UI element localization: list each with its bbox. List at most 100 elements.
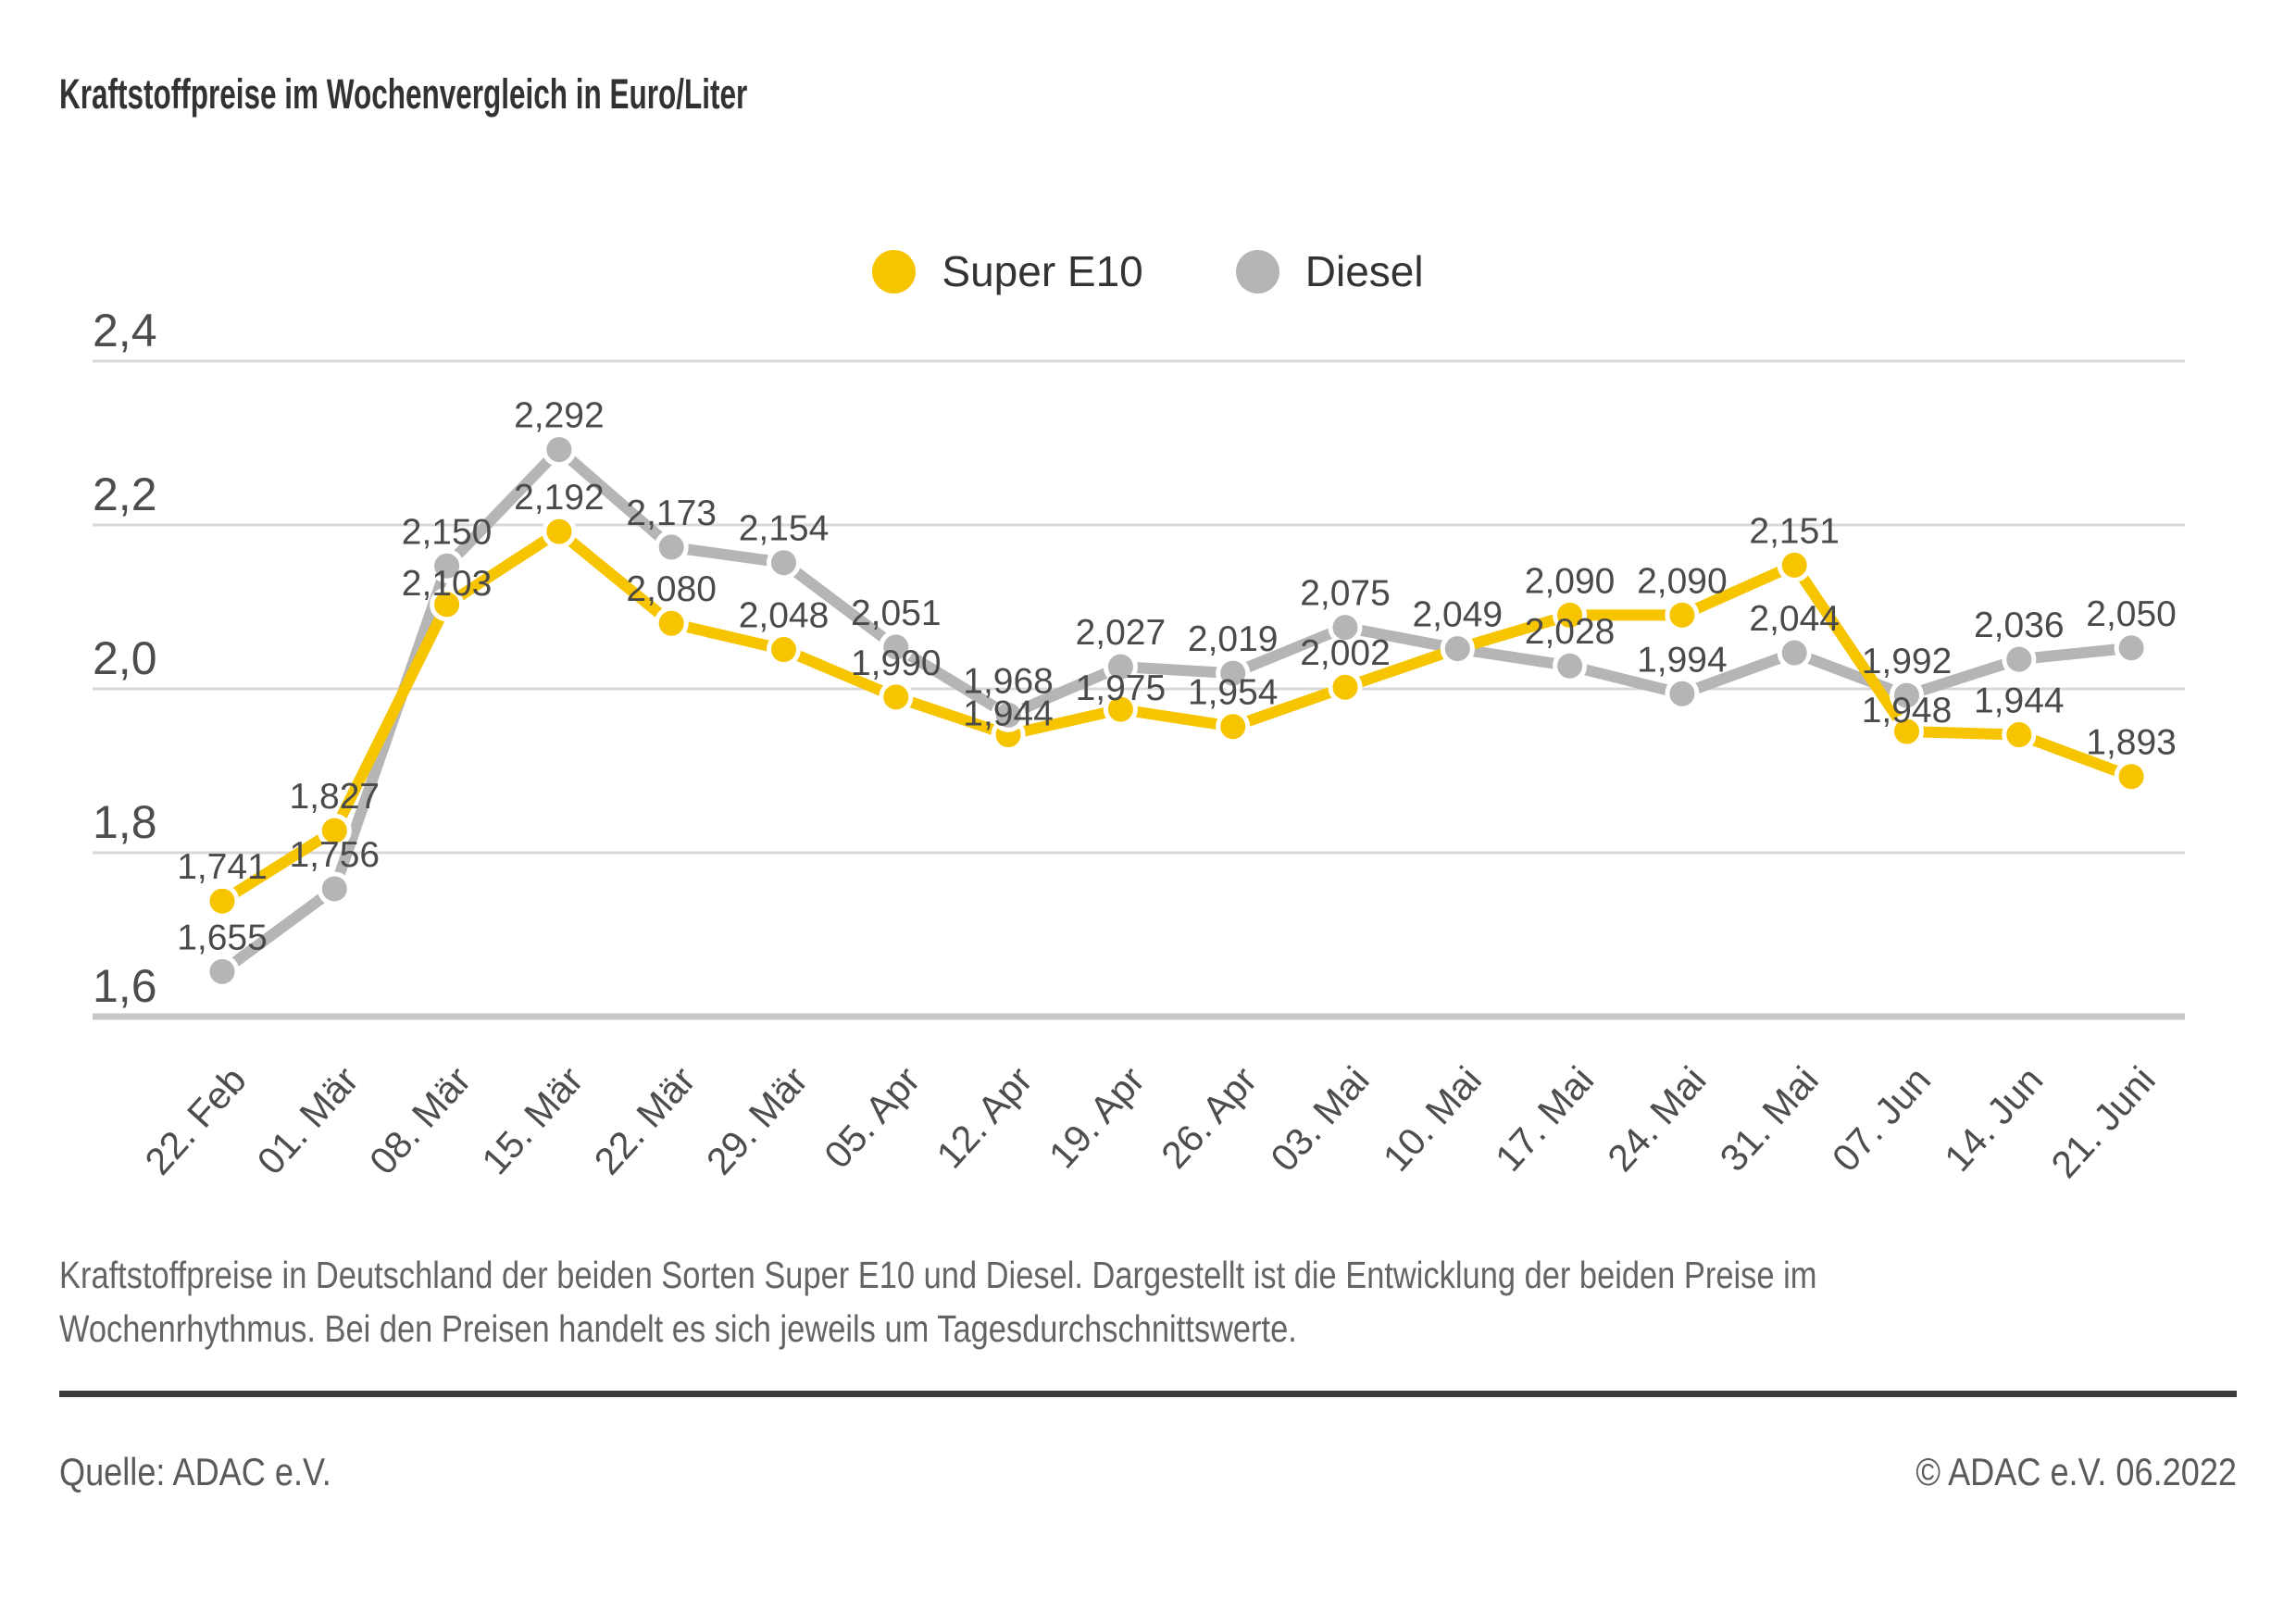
legend: Super E10 Diesel (0, 246, 2296, 296)
copyright-text: © ADAC e.V. 06.2022 (1915, 1450, 2237, 1493)
super-e10-point (1777, 547, 1812, 582)
diesel-point (1328, 610, 1363, 645)
diesel-point (1777, 635, 1812, 670)
y-axis-label: 1,8 (93, 796, 157, 848)
legend-item-diesel: Diesel (1235, 246, 1424, 296)
diesel-point (205, 954, 240, 989)
diesel-point (879, 630, 914, 665)
x-axis-label: 24. Mai (1599, 1058, 1714, 1180)
super-e10-point (542, 514, 577, 549)
data-label: 2,192 (514, 478, 605, 518)
diesel-point (991, 697, 1026, 732)
diesel-point (430, 548, 465, 583)
super-e10-point (1328, 669, 1363, 705)
data-label: 2,090 (1637, 561, 1728, 601)
super-e10-point (317, 813, 352, 848)
data-label: 2,090 (1525, 561, 1616, 601)
super-e10-dot-icon (872, 249, 917, 293)
x-axis-label: 07. Jun (1824, 1058, 1939, 1180)
x-axis-label: 12. Apr (929, 1058, 1041, 1176)
data-label: 1,990 (851, 643, 942, 683)
data-label: 2,002 (1300, 633, 1391, 673)
x-axis-label: 29. Mär (698, 1058, 816, 1182)
x-axis-label: 22. Mär (586, 1058, 704, 1182)
caption-line-2: Wochenrhythmus. Bei den Preisen handelt … (59, 1307, 1297, 1350)
data-label: 2,048 (739, 596, 830, 636)
y-axis-label: 2,0 (93, 632, 157, 684)
data-label: 1,948 (1862, 691, 1953, 731)
diesel-point (1103, 649, 1138, 684)
y-axis-label: 2,2 (93, 468, 157, 520)
diesel-point (1553, 648, 1588, 683)
data-label: 2,044 (1749, 599, 1840, 639)
data-label: 2,151 (1749, 511, 1840, 551)
diesel-point (1440, 631, 1475, 667)
x-axis-label: 22. Feb (136, 1058, 254, 1182)
data-label: 2,049 (1412, 595, 1503, 635)
x-axis-label: 31. Mai (1712, 1058, 1827, 1180)
super-e10-point (2114, 759, 2149, 794)
x-axis-label: 15. Mär (473, 1058, 591, 1182)
diesel-point (1665, 676, 1700, 711)
data-label: 2,080 (626, 569, 717, 609)
data-label: 2,027 (1076, 613, 1167, 653)
data-label: 1,968 (963, 661, 1054, 701)
super-e10-point (1665, 597, 1700, 632)
data-label: 2,075 (1300, 574, 1391, 614)
legend-label-diesel: Diesel (1304, 247, 1424, 295)
x-axis-label: 05. Apr (816, 1058, 928, 1176)
data-label: 1,992 (1862, 642, 1953, 681)
data-label: 2,019 (1188, 619, 1279, 659)
caption-line-1: Kraftstoffpreise in Deutschland der beid… (59, 1254, 1817, 1296)
data-label: 1,944 (1974, 681, 2065, 721)
diesel-point (2002, 642, 2037, 677)
x-axis-label: 08. Mär (361, 1058, 479, 1182)
super-e10-point (654, 606, 689, 641)
data-label: 1,954 (1188, 673, 1279, 713)
data-label: 1,827 (289, 777, 380, 817)
super-e10-point (1103, 692, 1138, 727)
data-label: 2,051 (851, 593, 942, 633)
y-axis-label: 1,6 (93, 960, 157, 1012)
super-e10-point (1553, 597, 1588, 632)
x-axis-label: 03. Mai (1263, 1058, 1378, 1180)
data-label: 2,050 (2086, 594, 2177, 634)
data-label: 1,741 (177, 847, 268, 887)
diesel-point (654, 530, 689, 565)
x-axis-label: 26. Apr (1153, 1058, 1265, 1176)
super-e10-point (2002, 718, 2037, 753)
data-label: 2,036 (1974, 606, 2065, 645)
x-axis-label: 21. Juni (2043, 1058, 2164, 1186)
legend-label-super-e10: Super E10 (942, 247, 1143, 295)
diesel-point (317, 871, 352, 906)
data-label: 2,292 (514, 396, 605, 436)
chart-caption: Kraftstoffpreise in Deutschland der beid… (59, 1248, 1816, 1355)
x-axis-label: 17. Mai (1487, 1058, 1602, 1180)
footer-divider (59, 1391, 2237, 1397)
data-label: 1,994 (1637, 640, 1728, 680)
legend-item-super-e10: Super E10 (872, 246, 1143, 296)
data-label: 1,655 (177, 918, 268, 957)
diesel-point (542, 432, 577, 468)
diesel-point (1890, 678, 1924, 713)
data-label: 1,756 (289, 835, 380, 875)
diesel-dot-icon (1235, 249, 1279, 293)
super-e10-point (767, 632, 801, 668)
data-label: 2,028 (1525, 612, 1616, 652)
x-axis-label: 19. Apr (1041, 1058, 1153, 1176)
data-label: 2,103 (402, 564, 493, 604)
source-text: Quelle: ADAC e.V. (59, 1450, 331, 1493)
diesel-point (767, 545, 801, 581)
x-axis-label: 10. Mai (1375, 1058, 1490, 1180)
x-axis-label: 14. Jun (1936, 1058, 2051, 1180)
y-axis-label: 2,4 (93, 305, 157, 356)
diesel-line (218, 443, 2132, 977)
data-label: 1,944 (963, 694, 1054, 734)
super-e10-point (205, 883, 240, 918)
super-e10-point (1216, 709, 1251, 744)
super-e10-line (218, 526, 2134, 906)
diesel-point (2114, 631, 2149, 666)
x-axis-label: 01. Mär (249, 1058, 367, 1182)
